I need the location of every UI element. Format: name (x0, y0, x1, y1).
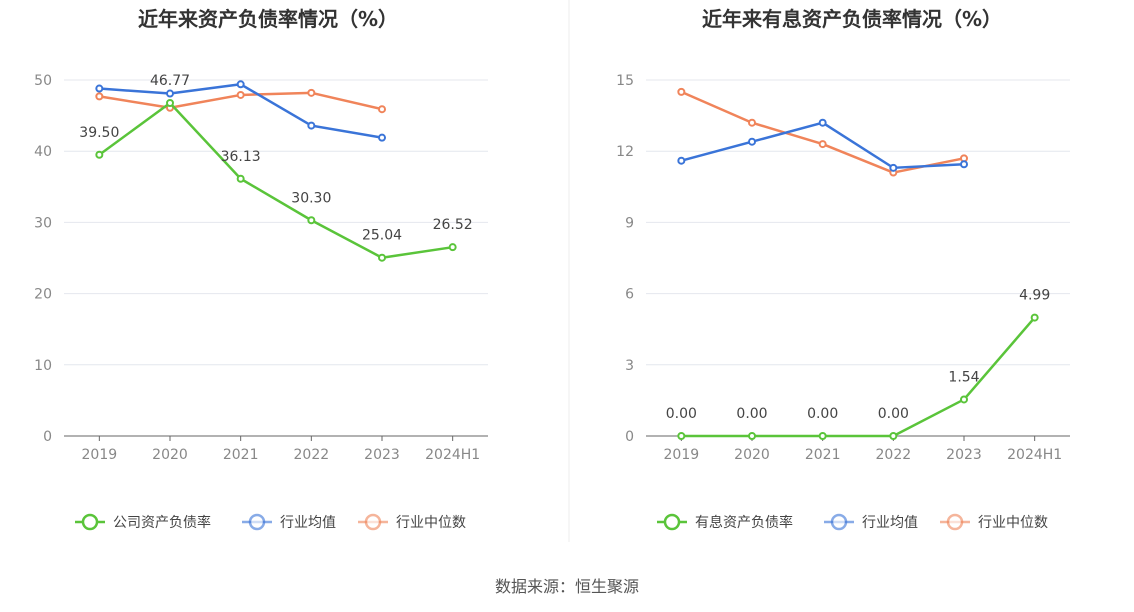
x-tick-label: 2019 (82, 447, 118, 463)
data-point (307, 88, 316, 97)
data-label: 30.30 (291, 190, 331, 206)
legend-item-1[interactable]: 公司资产负债率 (75, 513, 211, 531)
chart-panel-1: 近年来资产负债率情况（%） 0 10 20 30 40 50 2019 2020 2021 2022… (34, 7, 488, 531)
data-point (95, 92, 104, 101)
data-label: 26.52 (433, 217, 473, 233)
data-point (236, 90, 245, 99)
data-point (236, 80, 245, 89)
data-point (889, 432, 898, 440)
data-point (748, 137, 756, 146)
data-point (677, 156, 686, 165)
x-tick-label: 2022 (876, 447, 912, 463)
y-tick-label: 40 (34, 144, 52, 160)
chart-title: 近年来有息资产负债率情况（%） (702, 7, 1002, 31)
data-point (307, 121, 316, 130)
legend-item-1[interactable]: 有息资产负债率 (657, 513, 793, 531)
legend-label: 行业中位数 (396, 515, 466, 531)
x-tick-label: 2023 (364, 447, 400, 463)
data-point (378, 253, 386, 262)
data-point (166, 98, 174, 107)
data-point (378, 133, 386, 142)
legend-marker (81, 513, 99, 531)
series-line-1 (681, 316, 1036, 438)
data-point (960, 160, 968, 169)
y-tick-label: 0 (625, 429, 634, 445)
data-label: 39.50 (79, 125, 119, 141)
data-point (677, 87, 686, 96)
chart-title: 近年来资产负债率情况（%） (138, 7, 398, 31)
data-point (818, 432, 827, 440)
data-point (748, 432, 756, 440)
data-point (677, 432, 686, 440)
data-label: 25.04 (362, 228, 402, 244)
data-point (818, 118, 827, 127)
data-point (378, 105, 386, 114)
data-label: 0.00 (878, 406, 909, 422)
y-tick-label: 9 (625, 215, 634, 231)
legend-item-2[interactable]: 行业均值 (242, 513, 336, 531)
y-tick-label: 50 (34, 73, 52, 89)
data-label: 0.00 (807, 406, 838, 422)
data-point (95, 84, 104, 93)
data-point (1030, 313, 1039, 322)
y-tick-label: 0 (43, 429, 52, 445)
data-label: 0.00 (666, 406, 697, 422)
series-line-1 (98, 101, 453, 259)
data-point (818, 140, 827, 149)
data-point (748, 118, 756, 127)
x-tick-label: 2024H1 (425, 447, 480, 463)
legend-label: 有息资产负债率 (695, 514, 793, 531)
data-point (448, 243, 457, 252)
y-tick-label: 6 (625, 287, 634, 303)
y-tick-label: 12 (616, 144, 634, 160)
data-point (236, 174, 245, 183)
data-point (95, 150, 104, 159)
legend-label: 行业均值 (862, 515, 918, 531)
legend-marker (830, 513, 848, 531)
data-label: 1.54 (948, 369, 979, 385)
legend-item-3[interactable]: 行业中位数 (358, 513, 466, 531)
legend-marker (364, 513, 382, 531)
x-tick-label: 2020 (734, 447, 770, 463)
x-tick-label: 2020 (152, 447, 188, 463)
data-label: 4.99 (1019, 288, 1050, 304)
data-label: 36.13 (221, 149, 261, 165)
legend-item-3[interactable]: 行业中位数 (940, 513, 1048, 531)
y-tick-label: 10 (34, 358, 52, 374)
y-tick-label: 20 (34, 287, 52, 303)
x-tick-label: 2022 (294, 447, 330, 463)
data-point (166, 89, 174, 98)
x-tick-label: 2021 (223, 447, 259, 463)
legend-marker (946, 513, 964, 531)
data-source-text: 数据来源：恒生聚源 (495, 577, 639, 596)
x-tick-label: 2021 (805, 447, 841, 463)
series-line-3 (680, 90, 965, 174)
x-tick-label: 2024H1 (1007, 447, 1062, 463)
y-tick-label: 3 (625, 358, 634, 374)
data-point (960, 395, 968, 404)
data-label: 0.00 (736, 406, 767, 422)
legend-item-2[interactable]: 行业均值 (824, 513, 918, 531)
legend-label: 公司资产负债率 (113, 514, 211, 531)
legend-marker (248, 513, 266, 531)
x-tick-label: 2019 (664, 447, 700, 463)
data-label: 46.77 (150, 73, 190, 89)
legend-label: 行业均值 (280, 515, 336, 531)
chart-panel-2: 近年来有息资产负债率情况（%） 0 3 6 9 12 15 2019 2020 2021 2022 2… (616, 7, 1070, 531)
y-tick-label: 30 (34, 215, 52, 231)
y-tick-label: 15 (616, 73, 634, 89)
legend-label: 行业中位数 (978, 515, 1048, 531)
x-tick-label: 2023 (946, 447, 982, 463)
data-point (307, 216, 316, 225)
data-point (889, 163, 898, 172)
legend-marker (663, 513, 681, 531)
